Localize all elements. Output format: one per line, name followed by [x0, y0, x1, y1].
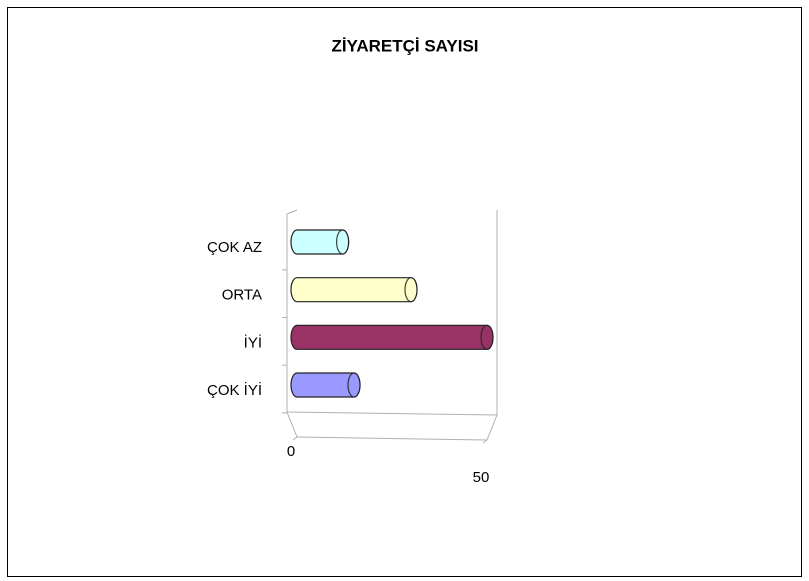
bar-end-cap — [347, 372, 361, 398]
y-tick-label: ÇOK İYİ — [207, 381, 262, 399]
y-tick-label: ÇOK AZ — [207, 239, 262, 256]
chart-title: ZİYARETÇİ SAYISI — [331, 36, 478, 55]
bar-end-cap — [404, 277, 418, 303]
x-tick-label: 0 — [287, 443, 295, 460]
x-tick-label: 50 — [473, 469, 490, 486]
x-axis-line — [296, 436, 488, 441]
y-tick-label: İYİ — [244, 333, 262, 351]
bar — [290, 324, 494, 350]
bar — [290, 277, 418, 303]
bar-end-cap — [336, 229, 350, 255]
y-tick-label: ORTA — [222, 287, 262, 304]
bar-end-cap — [480, 324, 494, 350]
x-tick-mark — [292, 436, 298, 441]
x-tick-mark — [482, 439, 488, 444]
plot-frame — [286, 209, 498, 441]
